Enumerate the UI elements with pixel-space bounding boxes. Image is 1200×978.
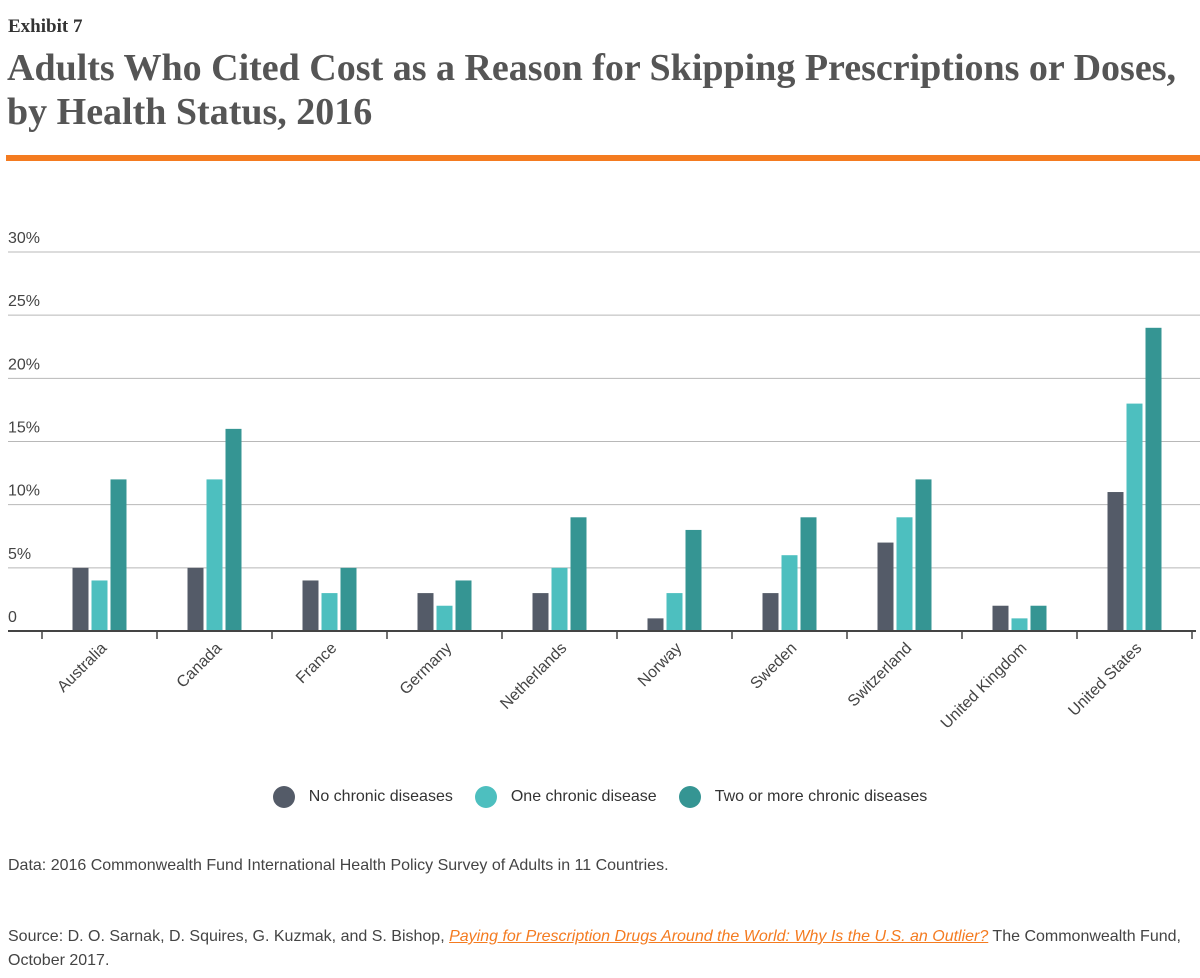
legend-item-no-chronic: No chronic diseases [272,786,453,808]
bar-france-series-2 [340,567,357,631]
x-tick-label: Norway [635,640,685,690]
bar-norway-series-0 [647,618,664,631]
x-tick-label: Australia [54,640,110,696]
x-tick-label: United Kingdom [938,640,1031,733]
x-tick-label: Germany [397,640,456,699]
y-tick-label: 30% [8,230,40,247]
y-tick-label: 5% [8,546,31,563]
bar-netherlands-series-2 [570,517,587,631]
exhibit-label: Exhibit 7 [8,16,83,37]
x-tick-label: United States [1065,640,1145,720]
bar-canada-series-1 [206,479,223,631]
bar-united-states-series-0 [1107,492,1124,631]
legend-label-two-plus-chronic: Two or more chronic diseases [714,788,928,805]
bar-chart: 0 5% 10% 15% 20% 25% 30% Australia Canada France G… [8,230,1200,733]
x-tick-label: Netherlands [497,640,570,713]
source-link[interactable]: Paying for Prescription Drugs Around the… [449,928,989,945]
source-note: Source: D. O. Sarnak, D. Squires, G. Kuz… [8,925,1188,973]
legend-label-no-chronic: No chronic diseases [308,788,453,805]
bar-australia-series-0 [72,567,89,631]
bar-norway-series-2 [685,529,702,631]
bar-netherlands-series-1 [551,567,568,631]
x-tick-label: France [293,640,340,687]
bar-sweden-series-1 [781,555,798,631]
y-tick-label: 20% [8,356,40,373]
legend-swatch-no-chronic [272,786,295,808]
legend-item-two-plus-chronic: Two or more chronic diseases [678,786,928,808]
bar-germany-series-0 [417,593,434,631]
bar-germany-series-2 [455,580,472,631]
bar-australia-series-1 [91,580,108,631]
y-tick-label: 10% [8,483,40,500]
bar-canada-series-0 [187,567,204,631]
bar-united-states-series-2 [1145,327,1162,631]
bar-united-kingdom-series-0 [992,605,1009,631]
x-tick-label: Switzerland [845,640,916,711]
y-tick-label: 15% [8,420,40,437]
bar-france-series-1 [321,593,338,631]
x-tick-label: Canada [174,640,226,692]
bar-switzerland-series-1 [896,517,913,631]
source-suffix: The Commonwealth Fund, October 2017. [8,928,1181,969]
y-tick-label: 0 [8,609,17,626]
bar-germany-series-1 [436,605,453,631]
bar-united-states-series-1 [1126,403,1143,631]
y-tick-label: 25% [8,293,40,310]
data-note: Data: 2016 Commonwealth Fund Internation… [8,857,669,874]
bar-switzerland-series-2 [915,479,932,631]
source-prefix: Source: D. O. Sarnak, D. Squires, G. Kuz… [8,928,450,945]
chart-title: Adults Who Cited Cost as a Reason for Sk… [7,47,1177,133]
legend-label-one-chronic: One chronic disease [510,788,657,805]
bar-france-series-0 [302,580,319,631]
legend-swatch-two-plus-chronic [678,786,701,808]
bar-switzerland-series-0 [877,542,894,631]
legend-item-one-chronic: One chronic disease [474,786,657,808]
accent-rule [6,155,1200,161]
bar-sweden-series-0 [762,593,779,631]
legend: No chronic diseases One chronic disease … [0,786,1200,808]
bar-norway-series-1 [666,593,683,631]
bar-united-kingdom-series-1 [1011,618,1028,631]
bar-netherlands-series-0 [532,593,549,631]
legend-swatch-one-chronic [474,786,497,808]
bar-australia-series-2 [110,479,127,631]
x-tick-label: Sweden [747,640,800,693]
bar-united-kingdom-series-2 [1030,605,1047,631]
bar-canada-series-2 [225,428,242,631]
bar-sweden-series-2 [800,517,817,631]
